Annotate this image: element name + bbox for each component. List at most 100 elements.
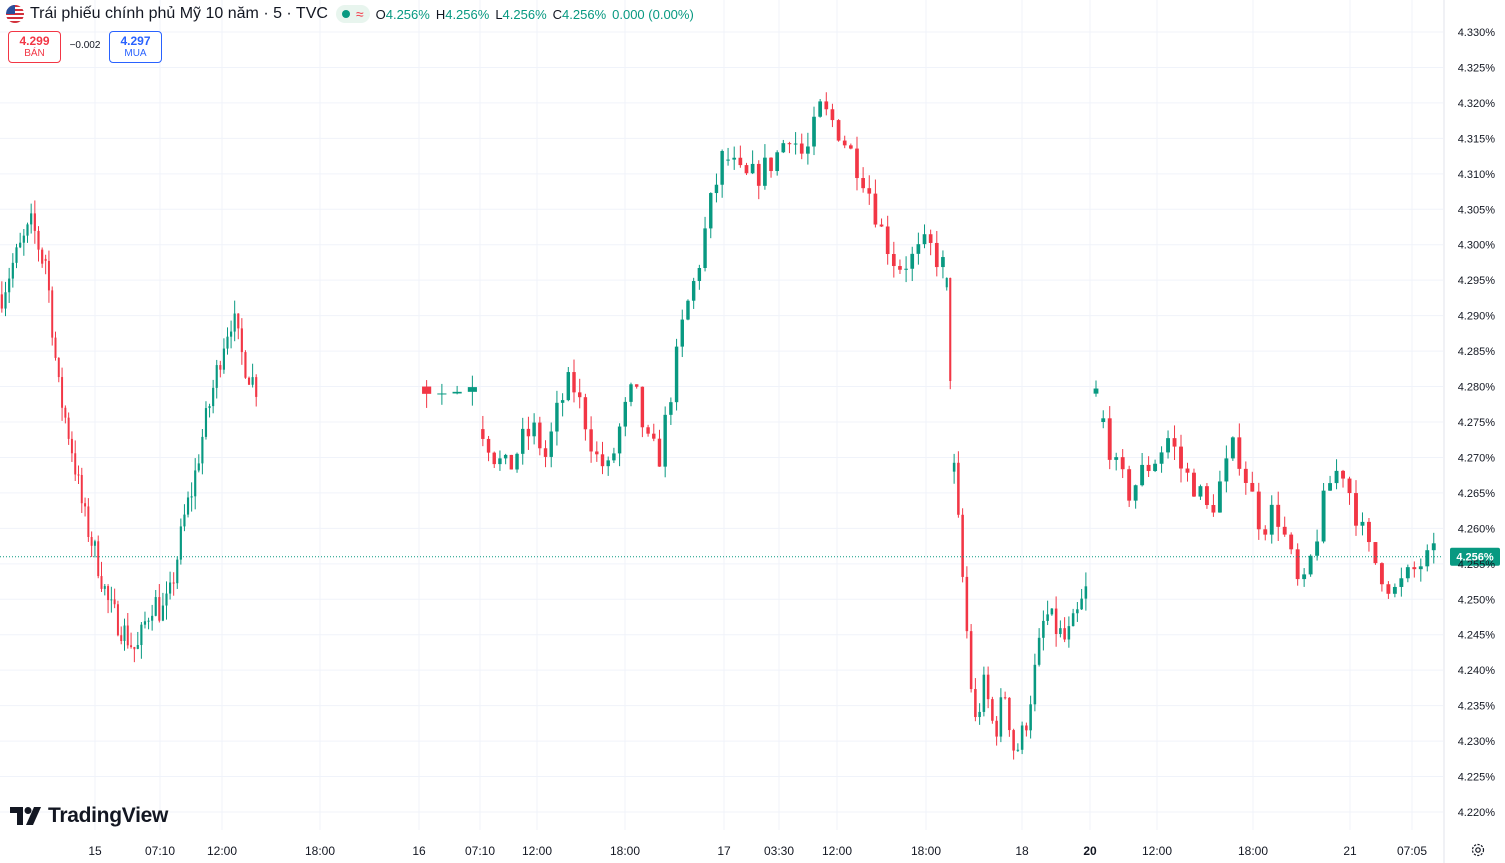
- candle-body: [1217, 481, 1222, 513]
- candle-body: [1295, 549, 1300, 580]
- candle-body: [526, 428, 531, 437]
- last-price-line: 4.256%: [0, 547, 1500, 566]
- candle-body: [812, 116, 816, 147]
- last-price-label: 4.256%: [1456, 552, 1494, 564]
- candle-body: [15, 247, 18, 263]
- candle-body: [1224, 458, 1229, 482]
- candle-body: [1289, 534, 1294, 550]
- candle-body: [169, 582, 172, 594]
- x-tick-label: 21: [1343, 844, 1357, 858]
- candle-body: [904, 268, 908, 270]
- settings-gear-icon[interactable]: [1470, 842, 1486, 858]
- x-tick-label: 17: [717, 844, 731, 858]
- candle-body: [1067, 626, 1071, 640]
- candle-body: [486, 438, 491, 453]
- candle-body: [629, 384, 633, 402]
- candle-body: [1093, 388, 1099, 394]
- candle-body: [1360, 521, 1365, 526]
- candle-body: [709, 193, 713, 229]
- candle-body: [555, 402, 559, 432]
- candle-body: [957, 462, 960, 515]
- candle-body: [80, 474, 83, 504]
- buy-price: 4.297: [120, 34, 151, 48]
- candle-body: [165, 593, 168, 606]
- candle-body: [1198, 486, 1203, 497]
- symbol-title[interactable]: Trái phiếu chính phủ Mỹ 10 năm · 5 · TVC: [30, 5, 328, 22]
- candle-body: [1302, 574, 1307, 580]
- candle-body: [934, 242, 939, 268]
- candle-body: [1354, 493, 1358, 526]
- y-tick-label: 4.295%: [1458, 275, 1496, 287]
- y-tick-label: 4.270%: [1458, 452, 1496, 464]
- candle-body: [107, 586, 110, 601]
- candle-body: [640, 386, 645, 428]
- candle-body: [64, 407, 67, 418]
- candle-body: [646, 427, 650, 434]
- candle-body: [1003, 697, 1007, 699]
- x-tick-label: 07:10: [145, 844, 175, 858]
- candle-body: [744, 165, 749, 174]
- candle-body: [663, 414, 667, 467]
- buy-label: MUA: [124, 48, 147, 59]
- candle-body: [1063, 628, 1066, 640]
- candle-body: [1269, 504, 1274, 535]
- candle-body: [422, 386, 432, 394]
- x-tick-label: 18:00: [911, 844, 941, 858]
- tradingview-logo[interactable]: TradingView: [10, 804, 168, 828]
- candle-body: [657, 438, 662, 467]
- chart-legend: Trái phiếu chính phủ Mỹ 10 năm · 5 · TVC…: [6, 4, 694, 24]
- candle-body: [1179, 446, 1183, 469]
- candle-body: [578, 392, 582, 398]
- y-tick-label: 4.325%: [1458, 62, 1496, 74]
- y-tick-label: 4.275%: [1458, 417, 1496, 429]
- y-tick-label: 4.260%: [1458, 523, 1496, 535]
- candle-body: [538, 422, 542, 449]
- candle-body: [836, 120, 841, 141]
- candle-body: [158, 597, 161, 621]
- candle-body: [481, 429, 485, 439]
- buy-button[interactable]: 4.297 MUA: [109, 31, 162, 63]
- candle-body: [116, 604, 119, 636]
- x-tick-label: 12:00: [207, 844, 237, 858]
- wave-icon: ≈: [355, 6, 364, 22]
- candle-body: [437, 393, 447, 395]
- candle-body: [750, 163, 755, 174]
- candle-body: [1367, 521, 1371, 543]
- candle-body: [818, 101, 822, 117]
- candle-body: [143, 621, 147, 625]
- candle-body: [1347, 478, 1352, 494]
- tradingview-logo-icon: [10, 807, 41, 825]
- candle-body: [1243, 468, 1248, 483]
- candle-body: [515, 453, 519, 470]
- candle-body: [1050, 608, 1054, 615]
- candle-body: [793, 143, 798, 145]
- candle-body: [183, 514, 186, 527]
- candle-body: [1250, 482, 1255, 492]
- candle-body: [8, 278, 11, 293]
- high-value: H4.256%: [435, 6, 490, 22]
- candle-body: [1211, 505, 1216, 513]
- candle-body: [612, 453, 616, 461]
- sell-button[interactable]: 4.299 BÁN: [8, 31, 61, 63]
- y-tick-label: 4.265%: [1458, 488, 1496, 500]
- x-tick-label: 20: [1083, 844, 1097, 858]
- candle-body: [543, 448, 548, 457]
- candle-body: [136, 645, 139, 649]
- candle-body: [589, 429, 593, 452]
- y-tick-label: 4.320%: [1458, 98, 1496, 110]
- candle-body: [74, 453, 77, 475]
- candle-body: [226, 336, 229, 349]
- candle-body: [1341, 470, 1345, 479]
- candle-body: [97, 541, 100, 577]
- candle-body: [1084, 586, 1088, 599]
- candle-body: [978, 711, 981, 718]
- brand-name: TradingView: [48, 804, 169, 827]
- candle-body: [1054, 608, 1058, 635]
- market-status-badge[interactable]: ≈: [335, 5, 370, 23]
- candle-body: [215, 365, 218, 388]
- candle-body: [51, 290, 54, 338]
- candle-body: [995, 720, 998, 737]
- candle-body: [123, 625, 126, 641]
- candle-body: [1029, 704, 1032, 731]
